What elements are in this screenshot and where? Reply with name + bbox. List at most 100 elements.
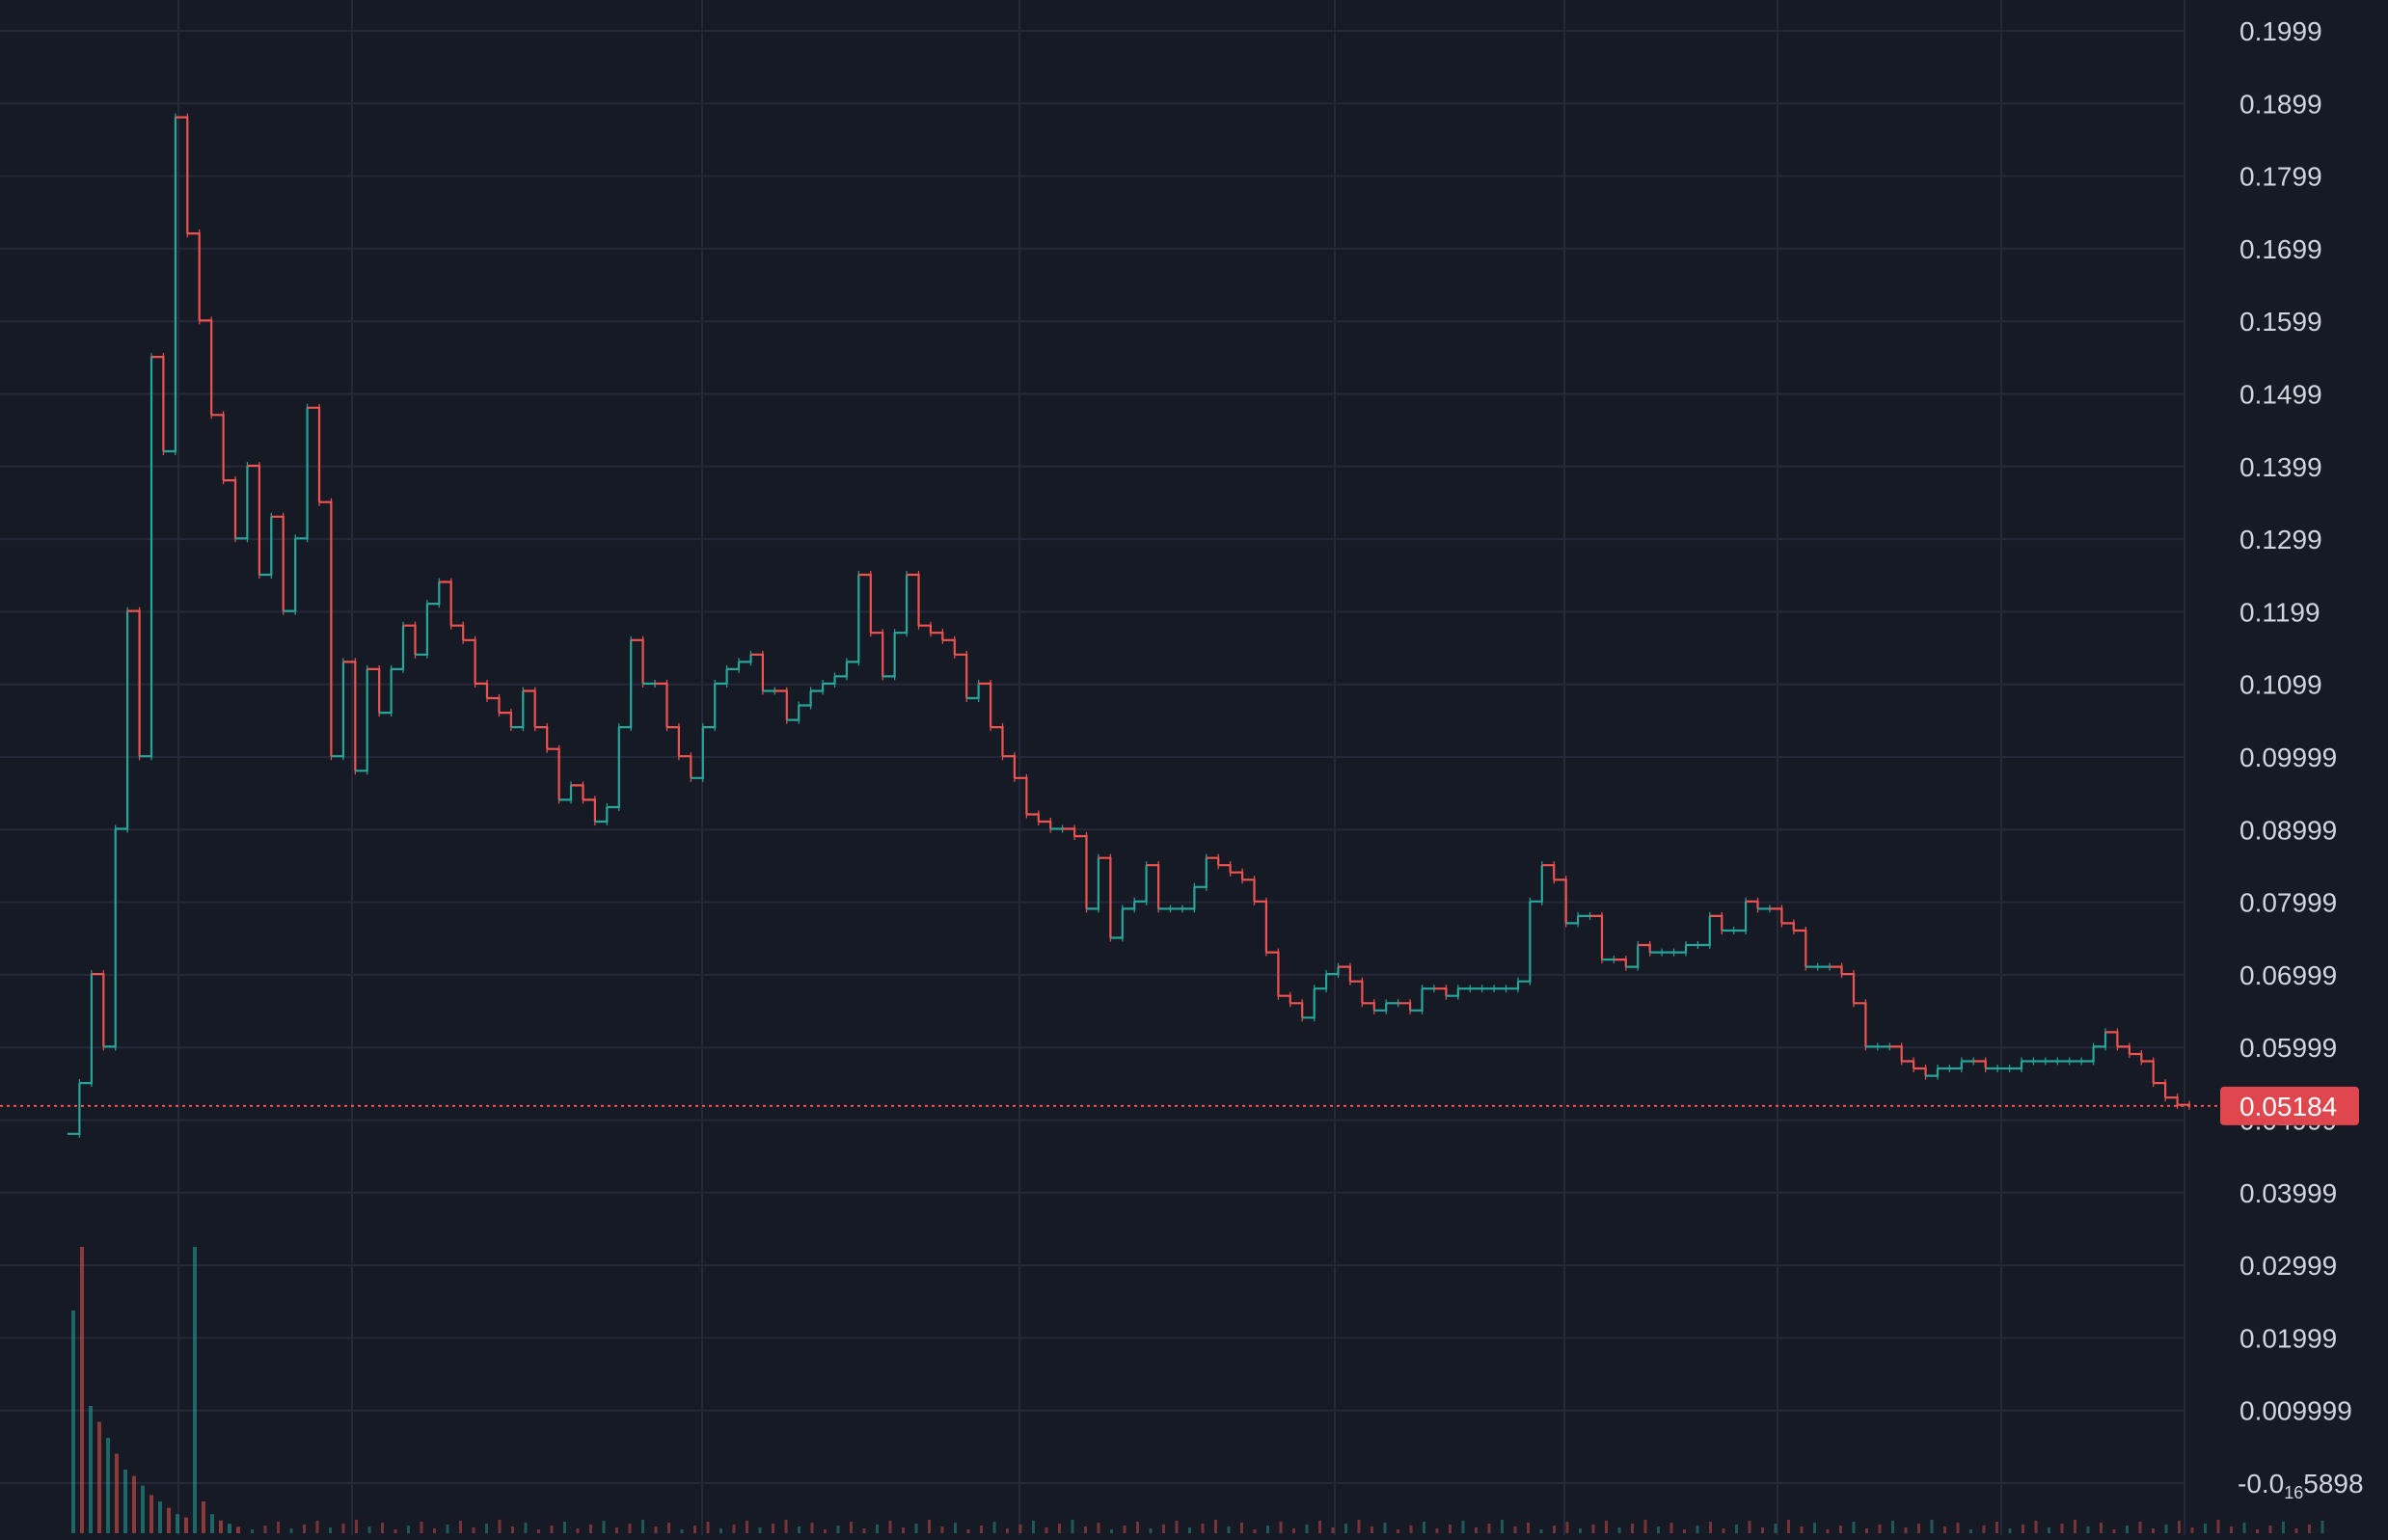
volume-bar bbox=[341, 1524, 345, 1533]
volume-bar bbox=[2178, 1521, 2181, 1533]
y-tick-label: 0.1499 bbox=[2239, 380, 2322, 410]
volume-bar bbox=[1696, 1526, 1699, 1533]
volume-bar bbox=[1904, 1527, 1908, 1533]
volume-bar bbox=[1149, 1528, 1153, 1533]
volume-bar bbox=[1865, 1528, 1868, 1533]
volume-bar bbox=[798, 1526, 801, 1533]
volume-bar bbox=[2074, 1520, 2076, 1533]
volume-bar bbox=[2060, 1524, 2064, 1533]
volume-bar bbox=[2308, 1525, 2311, 1533]
volume-bar bbox=[303, 1525, 306, 1533]
volume-bar bbox=[106, 1438, 110, 1533]
price-axis[interactable]: 0.1999 0.1899 0.1799 0.1699 0.1599 0.1499 0.13… bbox=[2220, 16, 2364, 1502]
volume-bar bbox=[550, 1526, 554, 1533]
volume-bar bbox=[1136, 1522, 1139, 1533]
volume-bar bbox=[158, 1501, 162, 1533]
volume-bar bbox=[1475, 1527, 1478, 1533]
volume-bar bbox=[824, 1529, 827, 1533]
volume-bar bbox=[1449, 1525, 1452, 1533]
volume-bar bbox=[2282, 1522, 2285, 1533]
volume-bar bbox=[149, 1495, 153, 1533]
volume-bar bbox=[928, 1520, 931, 1533]
volume-bar bbox=[902, 1527, 905, 1533]
volume-bar bbox=[355, 1520, 358, 1533]
volume-bar bbox=[589, 1525, 592, 1533]
volume-bar bbox=[1579, 1528, 1582, 1533]
volume-bar bbox=[1175, 1521, 1179, 1533]
volume-bar bbox=[772, 1524, 774, 1533]
volume-bar bbox=[1097, 1523, 1100, 1533]
y-tick-label: 0.1399 bbox=[2239, 452, 2322, 482]
volume-bar bbox=[433, 1528, 436, 1533]
y-tick-label: 0.07999 bbox=[2239, 888, 2337, 918]
volume-bar bbox=[1748, 1521, 1751, 1533]
volume-bar bbox=[940, 1526, 944, 1533]
volume-bar bbox=[1357, 1520, 1361, 1533]
volume-bar bbox=[2126, 1526, 2129, 1533]
volume-bar bbox=[1214, 1520, 1217, 1533]
volume-bar bbox=[1071, 1520, 1074, 1533]
volume-bar bbox=[263, 1526, 267, 1533]
volume-bar bbox=[2138, 1522, 2142, 1533]
y-tick-label: 0.1599 bbox=[2239, 307, 2322, 337]
volume-bar bbox=[1409, 1526, 1413, 1533]
volume-bar bbox=[1188, 1527, 1191, 1533]
y-tick-label-bottom: -0.0165898 bbox=[2238, 1469, 2364, 1502]
volume-bar bbox=[1006, 1528, 1009, 1533]
volume-bar bbox=[1162, 1525, 1165, 1533]
volume-bar bbox=[2048, 1527, 2050, 1533]
volume-bar bbox=[1123, 1526, 1126, 1533]
volume-bar bbox=[693, 1526, 696, 1533]
y-tick-label: 0.05999 bbox=[2239, 1033, 2337, 1063]
y-tick-label: 0.09999 bbox=[2239, 743, 2337, 772]
volume-bar bbox=[563, 1522, 566, 1533]
volume-bar bbox=[954, 1523, 957, 1533]
volume-bar bbox=[2022, 1525, 2024, 1533]
volume-bar bbox=[628, 1524, 632, 1533]
volume-bar bbox=[2152, 1528, 2155, 1533]
volume-bar bbox=[2100, 1523, 2103, 1533]
volume-bar bbox=[966, 1529, 970, 1533]
volume-bar bbox=[914, 1524, 918, 1533]
volume-bar bbox=[393, 1529, 397, 1533]
volume-bar bbox=[654, 1526, 658, 1533]
volume-bar bbox=[123, 1470, 127, 1533]
volume-bar bbox=[1397, 1529, 1399, 1533]
volume-bar bbox=[641, 1520, 644, 1533]
volume-bar bbox=[1787, 1520, 1790, 1533]
volume-bar bbox=[1527, 1523, 1530, 1533]
volume-bar bbox=[706, 1522, 710, 1533]
volume-bar bbox=[1761, 1527, 1764, 1533]
volume-bars bbox=[71, 1247, 2324, 1533]
volume-bar bbox=[1435, 1528, 1439, 1533]
volume-bar bbox=[1657, 1526, 1660, 1533]
volume-bar bbox=[2086, 1526, 2090, 1533]
volume-bar bbox=[1501, 1520, 1504, 1533]
volume-bar bbox=[2034, 1521, 2038, 1533]
volume-bar bbox=[1423, 1522, 1425, 1533]
volume-bar bbox=[576, 1528, 580, 1533]
volume-bar bbox=[2216, 1520, 2220, 1533]
volume-bar bbox=[784, 1520, 788, 1533]
volume-bar bbox=[2256, 1529, 2259, 1533]
volume-bar bbox=[167, 1507, 171, 1533]
volume-bar bbox=[132, 1475, 136, 1533]
volume-bar bbox=[1813, 1523, 1816, 1533]
volume-bar bbox=[1253, 1529, 1257, 1533]
volume-bar bbox=[1969, 1529, 1972, 1533]
volume-bar bbox=[888, 1521, 892, 1533]
y-tick-label: 0.1899 bbox=[2239, 89, 2322, 119]
y-tick-label: 0.009999 bbox=[2239, 1396, 2352, 1426]
volume-bar bbox=[184, 1517, 188, 1533]
volume-bar bbox=[1643, 1520, 1647, 1533]
y-tick-label: 0.01999 bbox=[2239, 1323, 2337, 1353]
volume-bar bbox=[141, 1485, 145, 1533]
y-tick-label: 0.1099 bbox=[2239, 670, 2322, 700]
volume-bar bbox=[732, 1525, 736, 1533]
volume-bar bbox=[1774, 1524, 1777, 1533]
volume-bar bbox=[746, 1521, 748, 1533]
volume-bar bbox=[667, 1523, 670, 1533]
grid-lines bbox=[0, 0, 2185, 1535]
